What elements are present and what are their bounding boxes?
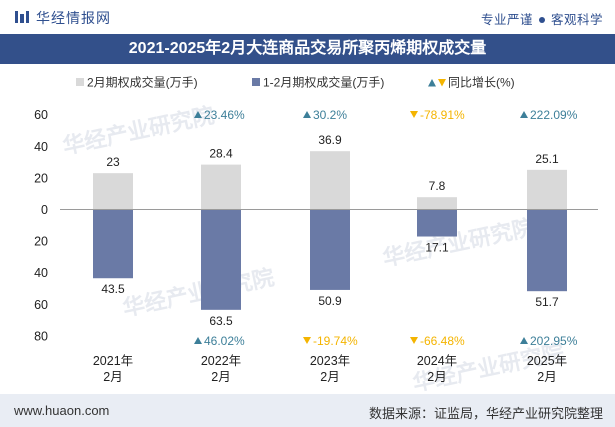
x-category-label: 2025年: [527, 354, 567, 368]
growth-label-feb-4: 222.09%: [530, 108, 578, 122]
y-tick-label: 0: [41, 203, 48, 217]
title-bar: [0, 34, 615, 64]
y-tick-label: 20: [34, 171, 48, 185]
legend-swatch-cum: [252, 78, 260, 86]
y-tick-label: 60: [34, 298, 48, 312]
bar-feb-2: [310, 151, 350, 210]
brand-name: 华经情报网: [36, 10, 111, 26]
slogan-left: 专业严谨: [480, 13, 533, 27]
growth-down-triangle-icon: [410, 111, 418, 118]
growth-up-triangle-icon: [303, 111, 311, 118]
x-category-label: 2月: [211, 370, 230, 384]
growth-up-triangle-icon: [520, 111, 528, 118]
legend-down-triangle-icon: [438, 79, 446, 87]
x-category-label: 2月: [537, 370, 556, 384]
huajing-logo-icon: [15, 11, 29, 23]
slogan: 专业严谨 客观科学: [481, 9, 603, 28]
legend-swatch-feb: [76, 78, 84, 86]
y-tick-label: 40: [34, 266, 48, 280]
growth-label-feb-3: -78.91%: [420, 108, 465, 122]
legend-up-triangle-icon: [428, 79, 436, 87]
watermark-1: 华经产业研究院: [381, 214, 537, 270]
bar-cum-3: [417, 209, 457, 237]
legend-label-feb: 2月期权成交量(万手): [87, 75, 198, 90]
legend-label-cum: 1-2月期权成交量(万手): [263, 75, 384, 90]
growth-up-triangle-icon: [520, 337, 528, 344]
footer-url: www.huaon.com: [14, 403, 110, 418]
bar-cum-4: [527, 209, 567, 292]
bar-cum-0: [93, 209, 133, 279]
y-tick-label: 40: [34, 140, 48, 154]
data-label-feb: 23: [106, 155, 120, 169]
bar-cum-1: [201, 209, 241, 310]
growth-label-cum-1: 46.02%: [204, 334, 245, 348]
bar-feb-3: [417, 197, 457, 210]
y-tick-label: 20: [34, 235, 48, 249]
bar-feb-4: [527, 169, 567, 210]
data-label-cum: 63.5: [209, 314, 233, 328]
growth-label-cum-3: -66.48%: [420, 334, 465, 348]
bar-cum-2: [310, 209, 350, 290]
x-category-label: 2月: [320, 370, 339, 384]
legend-label-growth: 同比增长(%): [448, 76, 515, 90]
growth-label-feb-1: 23.46%: [204, 108, 245, 122]
data-label-cum: 43.5: [101, 282, 125, 296]
growth-label-cum-2: -19.74%: [313, 334, 358, 348]
x-category-label: 2023年: [310, 354, 350, 368]
footer-bar: [0, 394, 615, 427]
top-header: 华经情报网 专业严谨 客观科学: [0, 0, 615, 34]
data-label-feb: 7.8: [429, 179, 446, 193]
data-label-feb: 36.9: [318, 133, 342, 147]
watermark-0: 华经产业研究院: [61, 102, 217, 158]
data-label-cum: 17.1: [425, 241, 449, 255]
watermark-2: 华经产业研究院: [121, 264, 277, 320]
growth-down-triangle-icon: [303, 337, 311, 344]
data-label-feb: 25.1: [535, 152, 559, 166]
growth-label-cum-4: 202.95%: [530, 334, 578, 348]
bar-feb-0: [93, 173, 133, 210]
growth-up-triangle-icon: [194, 111, 202, 118]
slogan-right: 客观科学: [550, 13, 603, 27]
x-category-label: 2月: [427, 370, 446, 384]
x-category-label: 2021年: [93, 354, 133, 368]
y-tick-label: 60: [34, 108, 48, 122]
x-category-label: 2月: [103, 370, 122, 384]
growth-down-triangle-icon: [410, 337, 418, 344]
footer-source: 数据来源：证监局，华经产业研究院整理: [368, 406, 603, 421]
separator-dot-icon: [538, 16, 545, 23]
bar-feb-1: [201, 164, 241, 210]
data-label-feb: 28.4: [209, 147, 233, 161]
growth-label-feb-2: 30.2%: [313, 108, 347, 122]
x-category-label: 2024年: [417, 354, 457, 368]
chart-title: 2021-2025年2月大连商品交易所聚丙烯期权成交量: [128, 40, 487, 57]
data-label-cum: 50.9: [318, 294, 342, 308]
data-label-cum: 51.7: [535, 295, 559, 309]
x-category-label: 2022年: [201, 354, 241, 368]
y-tick-label: 80: [34, 329, 48, 343]
growth-up-triangle-icon: [194, 337, 202, 344]
